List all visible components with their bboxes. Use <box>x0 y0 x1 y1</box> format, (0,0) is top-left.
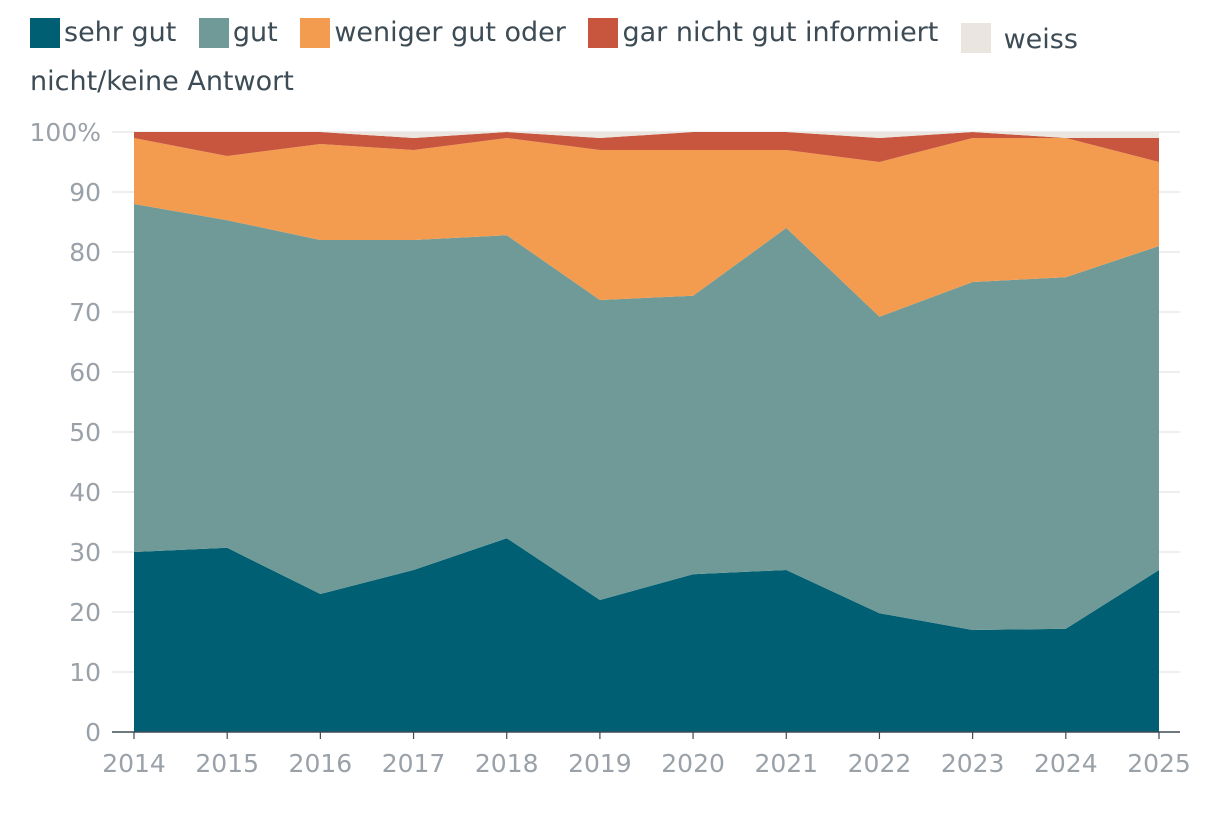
x-tick-label: 2018 <box>475 749 539 778</box>
chart-legend: sehr gut gut weniger gut oder gar nicht … <box>30 12 1150 103</box>
x-tick-label: 2021 <box>754 749 818 778</box>
area-sehr-gut <box>134 538 1159 732</box>
area-series <box>134 132 1159 732</box>
y-tick-label: 40 <box>69 478 101 507</box>
x-tick-label: 2017 <box>382 749 446 778</box>
legend-swatch-sehr-gut <box>30 18 60 48</box>
legend-item-gar-nicht-gut: gar nicht gut informiert <box>588 12 938 54</box>
y-tick-label: 0 <box>85 718 101 747</box>
y-tick-label: 20 <box>69 598 101 627</box>
legend-swatch-gut <box>198 18 229 48</box>
legend-label-weiss-nicht: weiss nicht/keine Antwort <box>30 24 1078 97</box>
x-tick-label: 2016 <box>289 749 353 778</box>
area-gar-nicht-gut-informiert <box>134 132 1159 162</box>
y-axis-ticks: 0 10 20 30 40 50 60 70 80 90 100% <box>30 118 101 747</box>
legend-item-gut: gut <box>198 12 278 54</box>
area-weniger-gut-oder <box>134 138 1159 317</box>
legend-swatch-gar-nicht-gut <box>588 18 619 48</box>
y-tick-label: 80 <box>69 238 101 267</box>
y-tick-label: 10 <box>69 658 101 687</box>
legend-label-sehr-gut: sehr gut <box>64 17 177 48</box>
y-tick-label: 70 <box>69 298 101 327</box>
x-tick-label: 2025 <box>1127 749 1191 778</box>
x-tick-label: 2024 <box>1034 749 1098 778</box>
area-weiss-nicht-keine-antwort <box>134 132 1159 138</box>
x-tick-label: 2022 <box>848 749 912 778</box>
y-tick-label: 90 <box>69 178 101 207</box>
legend-swatch-weiss-nicht <box>960 23 991 53</box>
y-tick-label: 30 <box>69 538 101 567</box>
x-tick-label: 2020 <box>661 749 725 778</box>
y-tick-label: 100% <box>30 118 101 147</box>
legend-label-gar-nicht-gut: gar nicht gut informiert <box>622 17 939 48</box>
area-gut <box>134 204 1159 630</box>
x-tick-label: 2014 <box>102 749 166 778</box>
legend-item-weiss-nicht: weiss nicht/keine Antwort <box>30 23 1078 97</box>
legend-item-sehr-gut: sehr gut <box>30 12 176 54</box>
legend-label-gut: gut <box>232 17 278 48</box>
y-tick-label: 50 <box>69 418 101 447</box>
x-tick-label: 2023 <box>941 749 1005 778</box>
x-tick-label: 2015 <box>195 749 259 778</box>
x-tick-label: 2019 <box>568 749 632 778</box>
legend-swatch-weniger-gut <box>300 18 331 48</box>
legend-item-weniger-gut: weniger gut oder <box>300 12 566 54</box>
x-axis-ticks: 2014 2015 2016 2017 2018 2019 2020 2021 2022 2023… <box>102 732 1191 778</box>
y-tick-label: 60 <box>69 358 101 387</box>
legend-label-weniger-gut: weniger gut oder <box>334 17 566 48</box>
